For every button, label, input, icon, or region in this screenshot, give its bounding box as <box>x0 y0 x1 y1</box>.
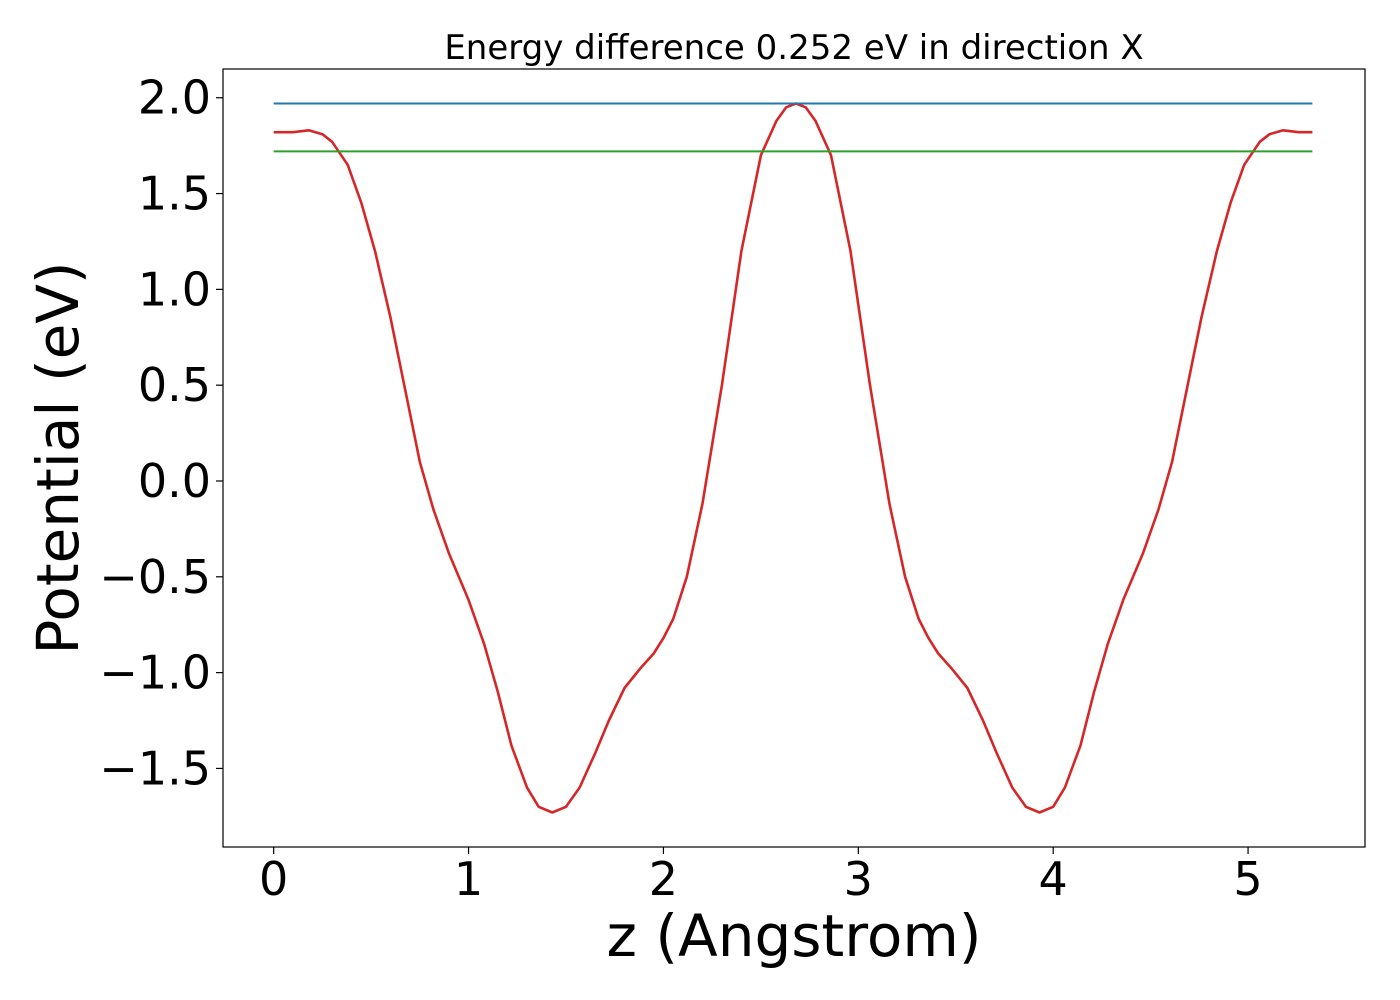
y-tick-label: −0.5 <box>99 550 211 604</box>
x-tick-label: 1 <box>454 852 483 906</box>
y-axis-label: Potential (eV) <box>24 261 92 654</box>
axes-frame <box>222 68 1366 848</box>
y-tick-label: −1.5 <box>99 741 211 795</box>
y-tick-label: 0.0 <box>138 454 211 508</box>
x-tick-label: 5 <box>1233 852 1262 906</box>
x-tick-label: 0 <box>259 852 288 906</box>
x-ticks: 0 1 2 3 4 5 <box>259 847 1263 906</box>
y-tick-label: 2.0 <box>138 71 211 125</box>
y-tick-label: 1.0 <box>138 262 211 316</box>
x-axis-label: z (Angstrom) <box>607 902 982 970</box>
y-tick-label: −1.0 <box>99 646 211 700</box>
x-tick-label: 2 <box>649 852 678 906</box>
x-tick-label: 4 <box>1039 852 1068 906</box>
chart-title: Energy difference 0.252 eV in direction … <box>444 28 1143 68</box>
y-tick-label: 1.5 <box>138 167 211 221</box>
series-layer <box>273 102 1313 814</box>
x-tick-label: 3 <box>844 852 873 906</box>
y-ticks: 2.0 1.5 1.0 0.5 0.0 −0.5 −1.0 −1.5 <box>99 71 223 795</box>
y-tick-label: 0.5 <box>138 358 211 412</box>
